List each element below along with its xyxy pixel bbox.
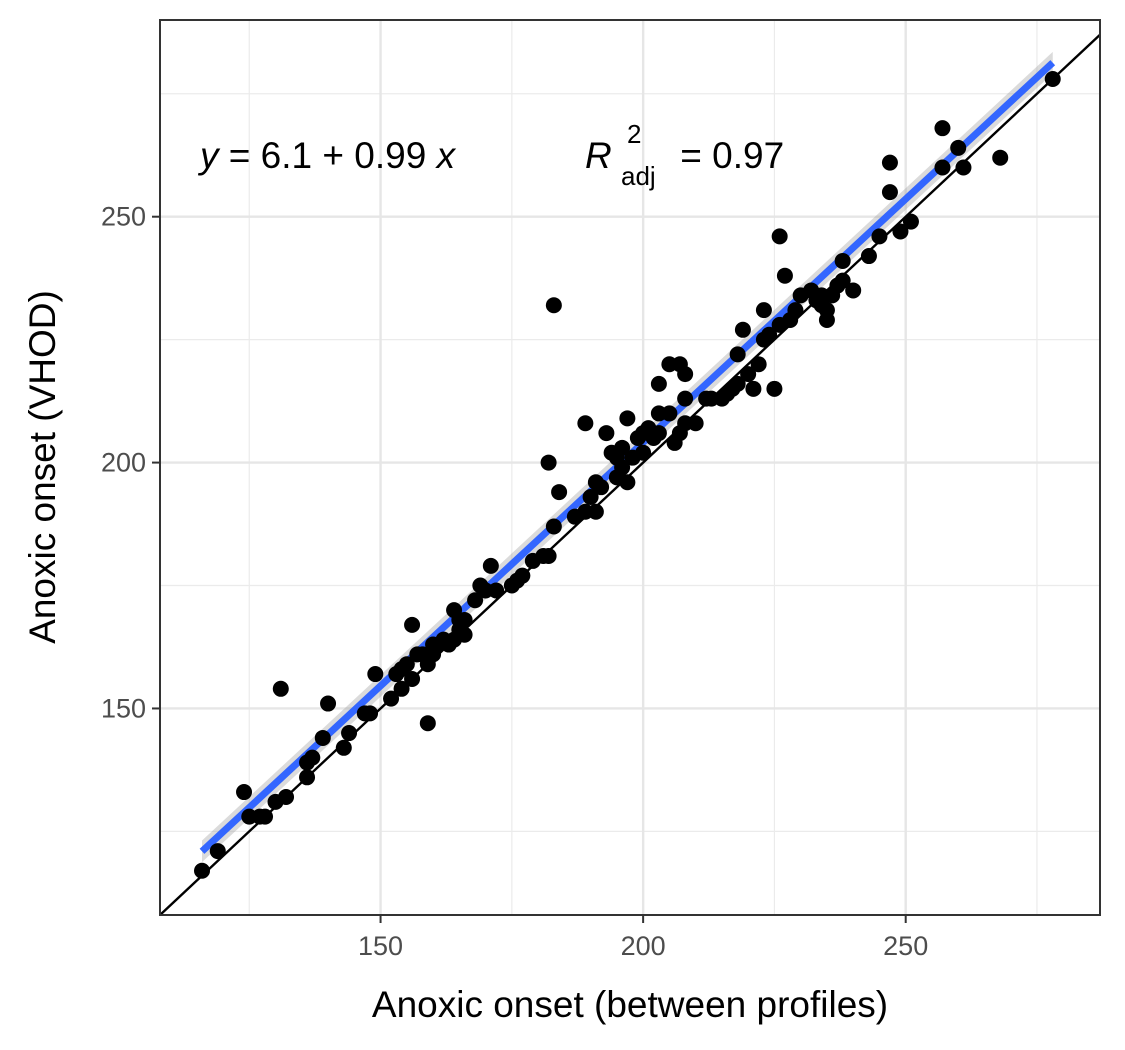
data-point (755, 302, 772, 319)
x-tick-label: 200 (621, 931, 666, 961)
data-point (419, 715, 436, 732)
data-point (545, 518, 562, 535)
data-point (577, 415, 594, 432)
data-point (771, 228, 788, 245)
y-axis-title: Anoxic onset (VHOD) (22, 290, 63, 644)
data-point (587, 503, 604, 520)
data-point (236, 784, 253, 801)
y-tick-label: 250 (101, 202, 146, 232)
data-point (540, 454, 557, 471)
data-point (687, 415, 704, 432)
data-point (272, 680, 289, 697)
data-point (740, 366, 757, 383)
data-point (598, 425, 615, 442)
equation-x-symbol: x (435, 135, 457, 176)
r2-value: = 0.97 (670, 135, 784, 176)
data-point (955, 159, 972, 176)
x-axis-ticks: 150 200 250 (358, 915, 928, 961)
data-point (341, 725, 358, 742)
data-point (892, 223, 909, 240)
data-point (393, 680, 410, 697)
data-point (619, 474, 636, 491)
data-point (404, 616, 421, 633)
equation-annotation: y = 6.1 + 0.99 x (197, 135, 457, 176)
data-point (934, 120, 951, 137)
data-point (834, 272, 851, 289)
data-point (257, 808, 274, 825)
major-gridlines (160, 20, 1100, 915)
data-point (661, 405, 678, 422)
data-point (335, 739, 352, 756)
data-point (320, 695, 337, 712)
data-point (514, 567, 531, 584)
data-point (209, 843, 226, 860)
y-tick-label: 200 (101, 448, 146, 478)
x-tick-label: 150 (358, 931, 403, 961)
data-point (818, 302, 835, 319)
data-point (383, 690, 400, 707)
data-point (902, 213, 919, 230)
data-point (845, 282, 862, 299)
data-point (881, 154, 898, 171)
r2-subscript: adj (621, 161, 656, 191)
data-point (745, 380, 762, 397)
r2-symbol: R (585, 135, 612, 176)
data-point (776, 267, 793, 284)
data-point (314, 729, 331, 746)
data-point (677, 390, 694, 407)
data-point (734, 321, 751, 338)
r2-annotation: R 2 adj = 0.97 (585, 119, 784, 191)
r2-superscript: 2 (627, 119, 641, 149)
data-point (635, 444, 652, 461)
data-point (593, 479, 610, 496)
y-axis-ticks: 150 200 250 (101, 202, 160, 723)
data-point (467, 592, 484, 609)
y-tick-label: 150 (101, 693, 146, 723)
data-point (729, 375, 746, 392)
data-point (304, 749, 321, 766)
x-tick-label: 250 (883, 931, 928, 961)
data-point (619, 410, 636, 427)
data-point (787, 302, 804, 319)
panel-border (159, 19, 1101, 916)
data-point (362, 705, 379, 722)
data-point (551, 484, 568, 501)
x-axis-title: Anoxic onset (between profiles) (372, 984, 888, 1025)
data-point (871, 228, 888, 245)
data-point (761, 326, 778, 343)
data-point (540, 548, 557, 565)
data-point (729, 346, 746, 363)
data-point (299, 769, 316, 786)
data-point (194, 862, 211, 879)
data-point (614, 459, 631, 476)
data-point (677, 366, 694, 383)
equation-rhs: = 6.1 + 0.99 (219, 135, 437, 176)
data-point (881, 184, 898, 201)
data-point (992, 149, 1009, 166)
data-point (650, 425, 667, 442)
data-point (398, 656, 415, 673)
data-point (1044, 71, 1061, 88)
minor-gridlines (160, 20, 1100, 915)
data-point (482, 557, 499, 574)
data-point (860, 248, 877, 265)
data-point (614, 439, 631, 456)
data-point (766, 380, 783, 397)
data-point (545, 297, 562, 314)
data-point (934, 159, 951, 176)
data-point (650, 375, 667, 392)
data-point (582, 489, 599, 506)
data-point (456, 611, 473, 628)
data-point (456, 626, 473, 643)
equation-y-symbol: y (197, 135, 221, 176)
data-points (194, 71, 1061, 879)
data-point (750, 356, 767, 373)
data-point (367, 666, 384, 683)
data-point (278, 788, 295, 805)
data-point (404, 670, 421, 687)
data-point (950, 139, 967, 156)
data-point (834, 252, 851, 269)
data-point (488, 582, 505, 599)
